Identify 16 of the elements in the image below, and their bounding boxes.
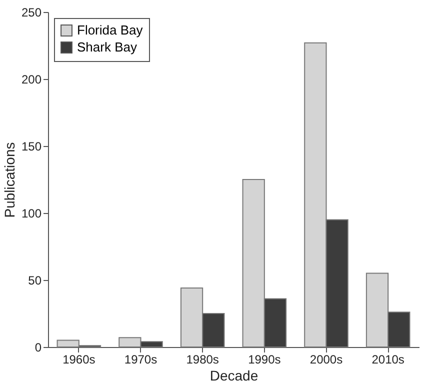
y-tick-label: 250 [21,6,42,20]
x-tick-label: 1980s [186,352,219,366]
y-tick-label: 200 [21,72,42,86]
x-axis-title: Decade [210,368,258,384]
y-tick-label: 150 [21,140,42,154]
x-tick-label: 2010s [372,352,404,366]
x-tick-label: 1970s [124,352,158,366]
x-tick-label: 2000s [310,352,343,366]
y-tick-label: 100 [21,206,42,220]
legend-label: Florida Bay [77,22,144,38]
legend-label: Shark Bay [77,40,138,54]
y-tick-label: 50 [28,274,42,288]
x-tick-label: 1990s [248,352,281,366]
y-tick-label: 0 [34,340,42,354]
y-axis-title: Publications [1,142,18,218]
x-tick-label: 1960s [62,352,96,366]
